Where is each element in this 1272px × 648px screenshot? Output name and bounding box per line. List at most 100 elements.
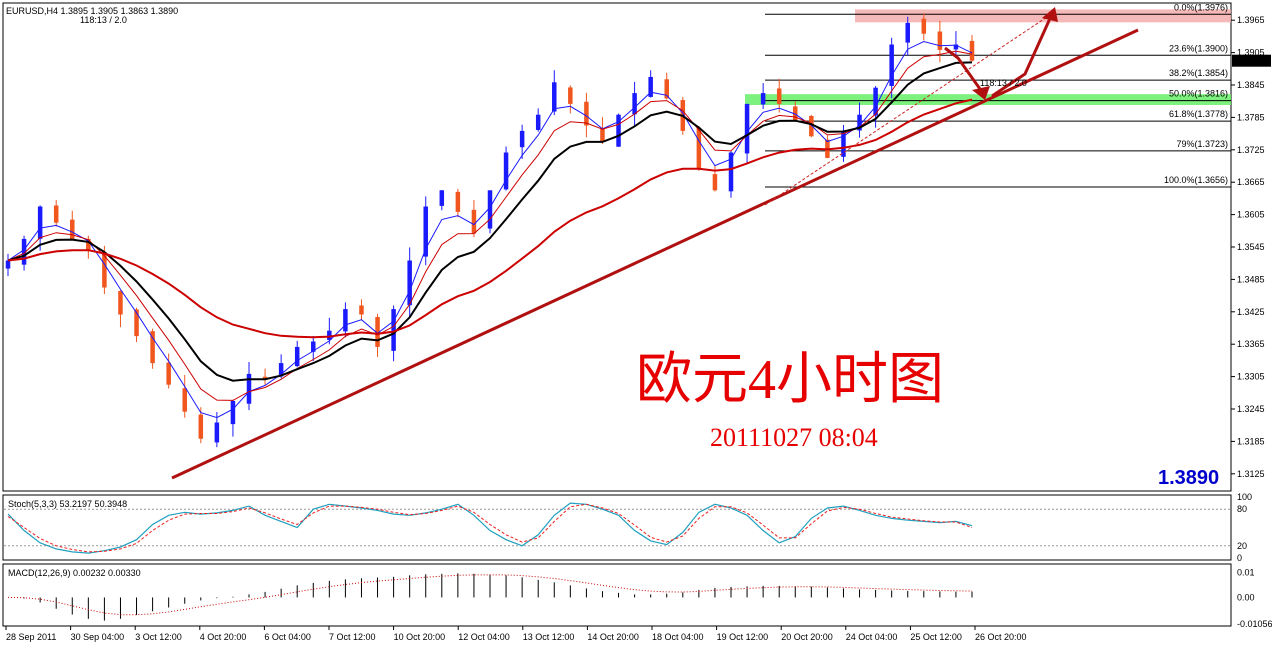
price-tick-label: 1.3185 — [1237, 436, 1265, 446]
candle-body — [712, 174, 718, 191]
candle-body — [182, 388, 187, 412]
ema-black-line — [7, 61, 973, 382]
price-tick-label: 1.3365 — [1237, 339, 1265, 349]
candle-body — [70, 219, 75, 239]
candle-body — [664, 79, 669, 99]
time-tick-label: 20 Oct 20:00 — [781, 632, 833, 642]
last-price-label: 1.3890 — [1158, 467, 1219, 489]
price-tick-label: 1.3425 — [1237, 307, 1265, 317]
candle-body — [503, 152, 509, 190]
down-arrow-shaft — [944, 46, 987, 97]
candle-body — [262, 376, 268, 380]
timestamp-label: 20111027 08:04 — [710, 423, 878, 452]
countdown-header: 118:13 / 2.0 — [80, 15, 127, 25]
stoch-signal-line — [7, 503, 973, 553]
candle-body — [230, 400, 236, 425]
candle-body — [793, 106, 798, 121]
stoch-panel — [2, 494, 1232, 561]
candle-body — [375, 317, 380, 347]
candle-body — [359, 305, 364, 315]
candle-body — [857, 114, 862, 131]
time-tick-label: 7 Oct 12:00 — [329, 632, 376, 642]
stoch-level-label: 100 — [1237, 492, 1252, 502]
candle-body — [166, 362, 171, 385]
candle-countdown: 118:13 / 2.0 — [980, 78, 1027, 88]
time-tick-label: 6 Oct 04:00 — [264, 632, 311, 642]
last-price-marker-label: 1.3890 — [1237, 56, 1265, 66]
candle-body — [568, 87, 573, 104]
price-tick-label: 1.3305 — [1237, 372, 1265, 382]
time-tick-label: 24 Oct 04:00 — [846, 632, 898, 642]
up-arrow-shaft — [991, 13, 1054, 98]
stoch-level-label: 0 — [1237, 553, 1242, 563]
price-tick-label: 1.3485 — [1237, 274, 1265, 284]
price-tick-label: 1.3125 — [1237, 469, 1265, 479]
candle-body — [407, 260, 412, 306]
time-tick-label: 14 Oct 20:00 — [587, 632, 639, 642]
time-tick-label: 10 Oct 20:00 — [394, 632, 446, 642]
candle-body — [519, 130, 525, 148]
candle-body — [455, 191, 461, 212]
candle-body — [487, 190, 493, 229]
candle-body — [21, 238, 27, 265]
price-tick-label: 1.3605 — [1237, 210, 1265, 220]
candle-body — [53, 205, 59, 223]
candle-body — [5, 260, 11, 269]
fib-level-label: 0.0%(1.3976) — [1174, 2, 1228, 12]
time-tick-label: 12 Oct 04:00 — [458, 632, 510, 642]
resistance-zone — [855, 9, 1231, 23]
macd-level-label: 0.00 — [1237, 592, 1255, 602]
time-tick-label: 25 Oct 12:00 — [910, 632, 962, 642]
price-tick-label: 1.3545 — [1237, 242, 1265, 252]
stoch-level-label: 20 — [1237, 541, 1247, 551]
candle-body — [889, 44, 894, 86]
down-arrow-head — [972, 86, 990, 100]
symbol-header: EURUSD,H4 1.3895 1.3905 1.3863 1.3890 — [6, 6, 178, 16]
candle-body — [343, 309, 348, 332]
stoch-title: Stoch(5,3,3) 53.2197 50.3948 — [8, 499, 127, 509]
price-tick-label: 1.3245 — [1237, 404, 1265, 414]
candle-body — [953, 44, 959, 50]
candle-body — [278, 363, 284, 377]
stoch-main-line — [7, 502, 973, 554]
candle-body — [744, 103, 750, 154]
fib-level-label: 79%(1.3723) — [1176, 139, 1228, 149]
price-tick-label: 1.3725 — [1237, 145, 1265, 155]
candle-body — [214, 422, 220, 443]
candle-body — [873, 87, 878, 116]
candle-body — [728, 152, 734, 192]
fib-level-label: 100.0%(1.3656) — [1164, 175, 1228, 185]
macd-title: MACD(12,26,9) 0.00232 0.00330 — [8, 568, 141, 578]
candle-body — [937, 31, 943, 50]
time-tick-label: 13 Oct 12:00 — [523, 632, 575, 642]
candle-body — [905, 22, 910, 43]
macd-level-label: -0.01056 — [1237, 619, 1272, 629]
candle-body — [327, 330, 332, 340]
candle-body — [134, 309, 139, 337]
candle-body — [969, 40, 975, 61]
candle-body — [311, 341, 316, 352]
candle-body — [118, 290, 123, 315]
candle-body — [760, 93, 766, 105]
price-panel — [2, 2, 1232, 492]
candle-body — [471, 209, 477, 234]
time-tick-label: 3 Oct 12:00 — [135, 632, 182, 642]
up-arrow-head — [1042, 7, 1058, 22]
candle-body — [552, 82, 557, 112]
candle-body — [632, 93, 637, 115]
macd-panel — [2, 563, 1232, 627]
candle-body — [246, 373, 252, 404]
candle-body — [391, 309, 396, 351]
fib-level-label: 61.8%(1.3778) — [1169, 109, 1228, 119]
candle-body — [584, 101, 589, 126]
time-tick-label: 30 Sep 04:00 — [71, 632, 125, 642]
time-tick-label: 26 Oct 20:00 — [975, 632, 1027, 642]
time-tick-label: 28 Sep 2011 — [6, 632, 56, 642]
candle-body — [439, 190, 445, 206]
price-tick-label: 1.3785 — [1237, 112, 1265, 122]
candle-body — [921, 18, 927, 34]
candle-body — [648, 76, 653, 97]
candle-body — [535, 114, 541, 130]
fib-level-label: 23.6%(1.3900) — [1169, 43, 1228, 53]
time-tick-label: 19 Oct 12:00 — [717, 632, 769, 642]
